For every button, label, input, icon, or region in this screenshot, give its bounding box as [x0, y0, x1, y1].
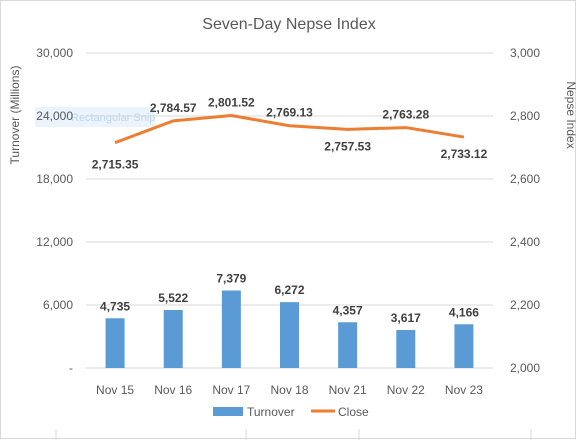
turnover-bar — [338, 322, 358, 368]
x-axis-ticks: Nov 15 Nov 16 Nov 17 Nov 18 Nov 21 Nov 22 Nov … — [96, 383, 483, 397]
right-axis-tick-label: 2,000 — [510, 361, 540, 375]
chart-title: Seven-Day Nepse Index — [202, 16, 375, 33]
close-line — [114, 114, 465, 145]
right-axis-ticks: 2,000 2,200 2,400 2,600 2,800 3,000 — [510, 46, 540, 375]
left-axis-ticks: - 6,000 12,000 18,000 24,000 30,000 — [36, 46, 73, 375]
legend-turnover-label: Turnover — [247, 405, 295, 419]
turnover-data-label: 7,379 — [216, 272, 246, 286]
close-line-series: 2,715.35 2,784.57 2,801.52 2,769.13 2,757.53… — [92, 96, 488, 172]
turnover-bar — [105, 318, 125, 368]
legend: Turnover Close — [213, 405, 369, 419]
left-axis-tick-label: 18,000 — [36, 172, 73, 186]
turnover-data-label: 3,617 — [391, 311, 421, 325]
right-axis-tick-label: 2,800 — [510, 109, 540, 123]
close-data-label: 2,801.52 — [208, 96, 255, 110]
turnover-bar — [163, 310, 183, 368]
close-data-label: 2,769.13 — [266, 106, 313, 120]
right-axis-tick-label: 2,400 — [510, 235, 540, 249]
turnover-data-label: 4,166 — [449, 305, 479, 319]
turnover-data-label: 4,357 — [333, 303, 363, 317]
left-axis-tick-label: 30,000 — [36, 46, 73, 60]
x-axis-tick-label: Nov 21 — [329, 383, 367, 397]
turnover-bar — [396, 330, 416, 368]
close-data-label: 2,715.35 — [92, 158, 139, 172]
turnover-bar — [454, 324, 474, 368]
turnover-data-label: 5,522 — [158, 291, 188, 305]
close-data-label: 2,763.28 — [382, 108, 429, 122]
left-axis-tick-label: 6,000 — [43, 298, 73, 312]
right-axis-tick-label: 3,000 — [510, 46, 540, 60]
turnover-data-label: 4,735 — [100, 299, 130, 313]
legend-close-label: Close — [338, 405, 369, 419]
close-data-label: 2,757.53 — [324, 139, 371, 153]
x-axis-tick-label: Nov 15 — [96, 383, 134, 397]
turnover-bar — [280, 302, 299, 368]
legend-turnover-swatch — [213, 407, 243, 416]
turnover-bar — [221, 290, 241, 368]
x-axis-tick-label: Nov 22 — [387, 383, 425, 397]
left-axis-tick-label: 24,000 — [36, 109, 73, 123]
snip-overlay-text: Rectangular Snip — [71, 112, 155, 124]
x-axis-tick-label: Nov 17 — [212, 383, 250, 397]
right-axis-tick-label: 2,600 — [510, 172, 540, 186]
right-axis-tick-label: 2,200 — [510, 298, 540, 312]
x-axis-tick-label: Nov 18 — [270, 383, 308, 397]
left-axis-tick-label: - — [69, 361, 73, 375]
turnover-data-label: 6,272 — [274, 283, 304, 297]
right-axis-title: Nepse Index — [564, 81, 576, 148]
left-axis-tick-label: 12,000 — [36, 235, 73, 249]
close-data-label: 2,733.12 — [441, 147, 488, 161]
x-axis-tick-label: Nov 16 — [154, 383, 192, 397]
turnover-bars: 4,735 5,522 7,379 6,272 4,357 3,617 4,166 — [100, 272, 479, 368]
left-axis-title: Turnover (Millions) — [8, 66, 22, 165]
x-axis-tick-label: Nov 23 — [445, 383, 483, 397]
close-data-label: 2,784.57 — [150, 101, 197, 115]
snip-overlay-highlight — [35, 107, 155, 127]
